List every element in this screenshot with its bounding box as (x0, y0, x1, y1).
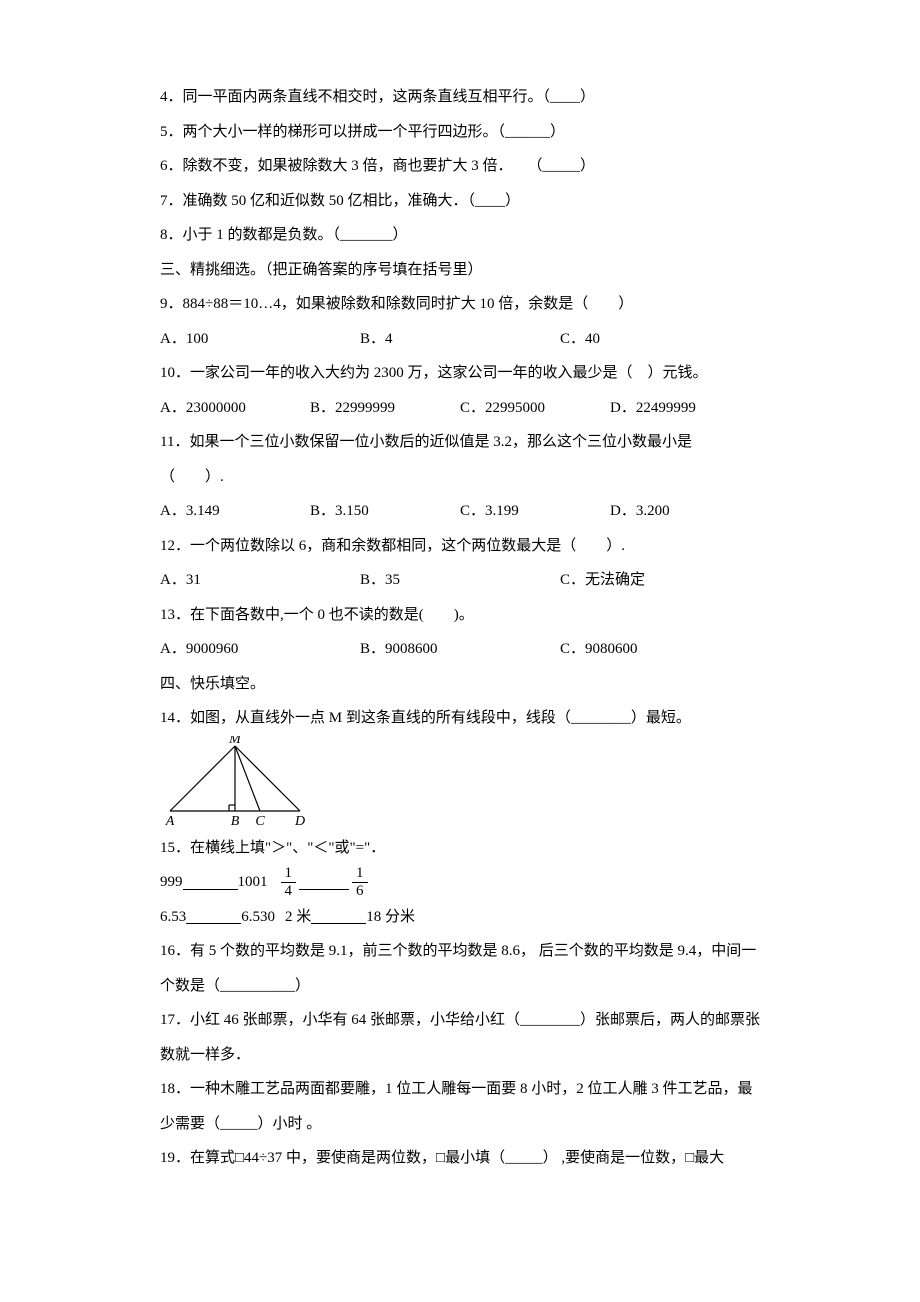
question-10-options: A．23000000 B．22999999 C．22995000 D．22499… (160, 391, 760, 426)
blank (311, 909, 366, 924)
svg-text:B: B (231, 814, 240, 829)
question-13-options: A．9000960 B．9008600 C．9080600 (160, 632, 760, 667)
question-15-row1: 999 1001 1 4 1 6 (160, 865, 760, 900)
question-6: 6．除数不变，如果被除数大 3 倍，商也要扩大 3 倍． （_____） (160, 149, 760, 184)
q15-18dm: 18 分米 (366, 900, 415, 935)
question-14: 14．如图，从直线外一点 M 到这条直线的所有线段中，线段（________）最… (160, 701, 760, 736)
option-9a: A．100 (160, 322, 360, 357)
option-10c: C．22995000 (460, 391, 610, 426)
option-13b: B．9008600 (360, 632, 560, 667)
option-11a: A．3.149 (160, 494, 310, 529)
question-16: 16．有 5 个数的平均数是 9.1，前三个数的平均数是 8.6， 后三个数的平… (160, 934, 760, 1003)
option-12a: A．31 (160, 563, 360, 598)
option-13a: A．9000960 (160, 632, 360, 667)
blank (299, 875, 349, 890)
question-12: 12．一个两位数除以 6，商和余数都相同，这个两位数最大是（ ）. (160, 529, 760, 564)
option-10b: B．22999999 (310, 391, 460, 426)
blank (186, 909, 241, 924)
svg-text:M: M (228, 736, 242, 747)
question-11-paren: （ ）. (160, 460, 760, 495)
question-9: 9．884÷88＝10…4，如果被除数和除数同时扩大 10 倍，余数是（ ） (160, 287, 760, 322)
q15-1001: 1001 (238, 865, 268, 900)
option-12b: B．35 (360, 563, 560, 598)
option-10a: A．23000000 (160, 391, 310, 426)
option-9b: B．4 (360, 322, 560, 357)
q15-999: 999 (160, 865, 183, 900)
section-3-heading: 三、精挑细选。（把正确答案的序号填在括号里） (160, 253, 760, 288)
question-5: 5．两个大小一样的梯形可以拼成一个平行四边形。（______） (160, 115, 760, 150)
svg-text:A: A (165, 814, 175, 829)
triangle-diagram: M A BC D (160, 736, 760, 831)
question-15-row2: 6.53 6.530 2 米 18 分米 (160, 900, 760, 935)
question-12-options: A．31 B．35 C．无法确定 (160, 563, 760, 598)
option-11c: C．3.199 (460, 494, 610, 529)
question-18: 18．一种木雕工艺品两面都要雕，1 位工人雕每一面要 8 小时，2 位工人雕 3… (160, 1072, 760, 1141)
question-8: 8．小于 1 的数都是负数。（_______） (160, 218, 760, 253)
question-4: 4．同一平面内两条直线不相交时，这两条直线互相平行。（____） (160, 80, 760, 115)
question-17: 17．小红 46 张邮票，小华有 64 张邮票，小华给小红（________）张… (160, 1003, 760, 1072)
question-15: 15．在横线上填"＞"、"＜"或"="． (160, 831, 760, 866)
svg-text:D: D (294, 814, 305, 829)
question-19: 19．在算式□44÷37 中，要使商是两位数，□最小填（_____） ,要使商是… (160, 1141, 760, 1176)
question-11: 11．如果一个三位小数保留一位小数后的近似值是 3.2，那么这个三位小数最小是 (160, 425, 760, 460)
blank (183, 875, 238, 890)
question-7: 7．准确数 50 亿和近似数 50 亿相比，准确大．（____） (160, 184, 760, 219)
svg-text:C: C (255, 814, 265, 829)
fraction-1-4: 1 4 (281, 865, 297, 899)
question-11-options: A．3.149 B．3.150 C．3.199 D．3.200 (160, 494, 760, 529)
option-11b: B．3.150 (310, 494, 460, 529)
question-13: 13．在下面各数中,一个 0 也不读的数是( )。 (160, 598, 760, 633)
section-4-heading: 四、快乐填空。 (160, 667, 760, 702)
q15-6.53: 6.53 (160, 900, 186, 935)
option-9c: C．40 (560, 322, 760, 357)
question-9-options: A．100 B．4 C．40 (160, 322, 760, 357)
q15-2m: 2 米 (285, 900, 311, 935)
question-10: 10．一家公司一年的收入大约为 2300 万，这家公司一年的收入最少是（ ）元钱… (160, 356, 760, 391)
option-10d: D．22499999 (610, 391, 760, 426)
option-11d: D．3.200 (610, 494, 760, 529)
option-12c: C．无法确定 (560, 563, 760, 598)
q15-6.530: 6.530 (241, 900, 275, 935)
option-13c: C．9080600 (560, 632, 760, 667)
fraction-1-6: 1 6 (352, 865, 368, 899)
